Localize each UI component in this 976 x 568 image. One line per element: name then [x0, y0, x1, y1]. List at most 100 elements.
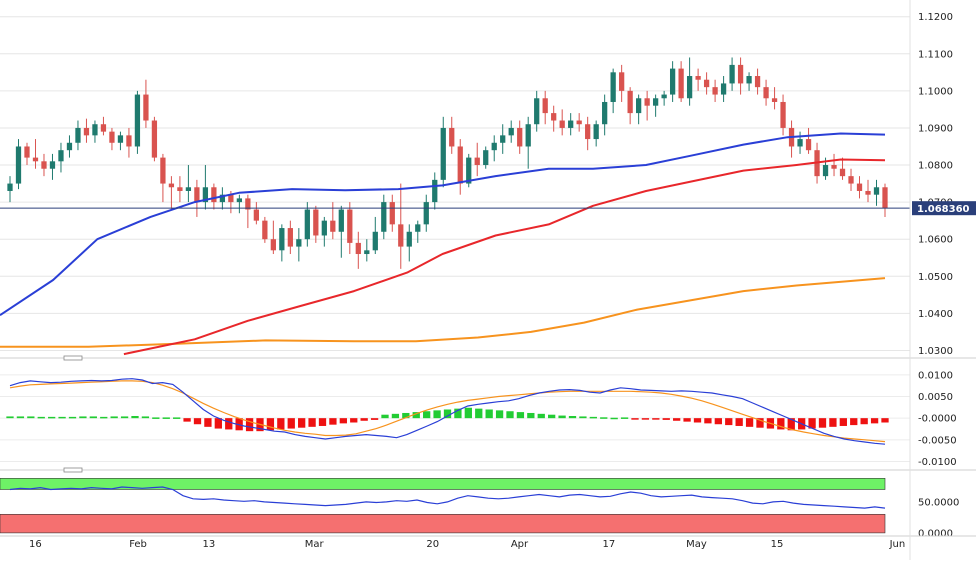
macd-histogram-bar — [287, 418, 295, 429]
candle-body — [109, 131, 115, 143]
macd-histogram-bar — [308, 418, 316, 427]
candle-body — [686, 76, 693, 99]
macd-histogram-bar — [600, 417, 608, 419]
candle-body — [525, 124, 531, 147]
candle-body — [279, 228, 285, 251]
macd-histogram-bar — [58, 416, 66, 419]
candle-body — [797, 139, 803, 147]
sma-slow-line — [0, 277, 886, 348]
macd-histogram-bar — [329, 418, 337, 425]
candle-body — [822, 165, 829, 177]
candle-body — [245, 198, 251, 210]
candle-body — [372, 231, 378, 251]
candle-body — [296, 239, 302, 247]
macd-histogram-bar — [558, 415, 566, 419]
candle-body — [763, 87, 769, 99]
x-tick-label: Jun — [889, 539, 906, 550]
candle-body — [83, 127, 90, 136]
macd-histogram-bar — [589, 416, 597, 419]
rsi-line — [9, 486, 886, 509]
candle-body — [32, 157, 39, 162]
macd-histogram-bar — [610, 417, 618, 420]
macd-histogram-bar — [152, 417, 160, 419]
price-tick-label: 1.1200 — [918, 12, 953, 23]
macd-histogram-bar — [16, 416, 25, 419]
candle-body — [873, 187, 880, 195]
price-tick-label: 1.0400 — [918, 309, 953, 320]
x-tick-label: 16 — [29, 539, 42, 550]
price-tick-label: 1.0600 — [918, 235, 953, 246]
macd-histogram-bar — [360, 418, 368, 421]
macd-histogram-bar — [756, 418, 764, 428]
macd-histogram-bar — [860, 418, 868, 425]
candle-body — [134, 94, 141, 147]
macd-histogram-bar — [735, 418, 743, 426]
macd-histogram-bar — [454, 408, 462, 419]
macd-histogram-bar — [693, 418, 702, 423]
candle-body — [534, 98, 540, 125]
last-price-label: 1.068360 — [917, 204, 970, 215]
macd-histogram-bar — [495, 410, 504, 419]
macd-histogram-bar — [370, 418, 379, 420]
candle-body — [678, 68, 684, 99]
candle-body — [551, 113, 557, 121]
candle-body — [381, 202, 387, 232]
candle-body — [619, 72, 625, 91]
macd-histogram-bar — [120, 416, 129, 419]
candle-body — [602, 101, 608, 125]
candle-body — [593, 124, 599, 140]
candle-body — [865, 190, 871, 195]
macd-histogram-bar — [318, 418, 327, 426]
price-tick-label: 1.0500 — [918, 272, 953, 283]
candle-body — [737, 64, 744, 84]
candle-body — [219, 194, 226, 203]
candle-body — [644, 98, 650, 106]
candle-body — [652, 98, 659, 106]
macd-histogram-bar — [6, 416, 14, 419]
candle-body — [168, 183, 175, 188]
macd-histogram-bar — [777, 418, 785, 430]
x-tick-label: 15 — [771, 539, 784, 550]
macd-histogram-bar — [412, 412, 420, 419]
macd-tick-label: -0.0100 — [918, 457, 957, 468]
panel-resize-handle[interactable] — [63, 355, 83, 361]
macd-histogram-bar — [100, 416, 108, 419]
panel-resize-handle[interactable] — [63, 467, 83, 473]
x-tick-label: Feb — [129, 539, 147, 550]
candle-body — [576, 120, 582, 125]
candle-body — [355, 242, 361, 255]
candle-body — [236, 198, 243, 203]
macd-histogram-bar — [204, 418, 212, 427]
candle-body — [780, 101, 786, 128]
macd-histogram-bar — [673, 418, 681, 421]
macd-histogram-bar — [381, 414, 389, 419]
price-tick-label: 1.1000 — [918, 86, 953, 97]
candle-body — [92, 124, 98, 136]
macd-histogram-bar — [48, 416, 56, 419]
candle-body — [729, 64, 735, 84]
x-tick-label: Mar — [305, 539, 325, 550]
macd-histogram-bar — [620, 417, 629, 419]
macd-histogram-bar — [704, 418, 712, 424]
candle-body — [474, 157, 480, 166]
candle-body — [440, 127, 446, 180]
macd-histogram-bar — [475, 408, 483, 419]
candle-body — [58, 150, 64, 162]
macd-histogram-bar — [506, 411, 514, 419]
candle-body — [466, 157, 472, 184]
candle-body — [720, 83, 727, 95]
candle-body — [270, 239, 276, 251]
macd-histogram-bar — [464, 407, 472, 419]
candle-body — [143, 94, 149, 121]
macd-histogram-bar — [870, 418, 879, 424]
x-tick-label: 20 — [426, 539, 439, 550]
macd-line — [9, 378, 886, 445]
macd-histogram-bar — [516, 412, 525, 419]
candle-body — [398, 224, 404, 247]
candle-body — [882, 187, 888, 209]
candle-body — [856, 183, 863, 191]
candle-body — [483, 150, 489, 166]
price-panel: 1.12001.11001.10001.09001.08001.07001.06… — [0, 12, 976, 357]
macd-histogram-bar — [298, 418, 306, 428]
